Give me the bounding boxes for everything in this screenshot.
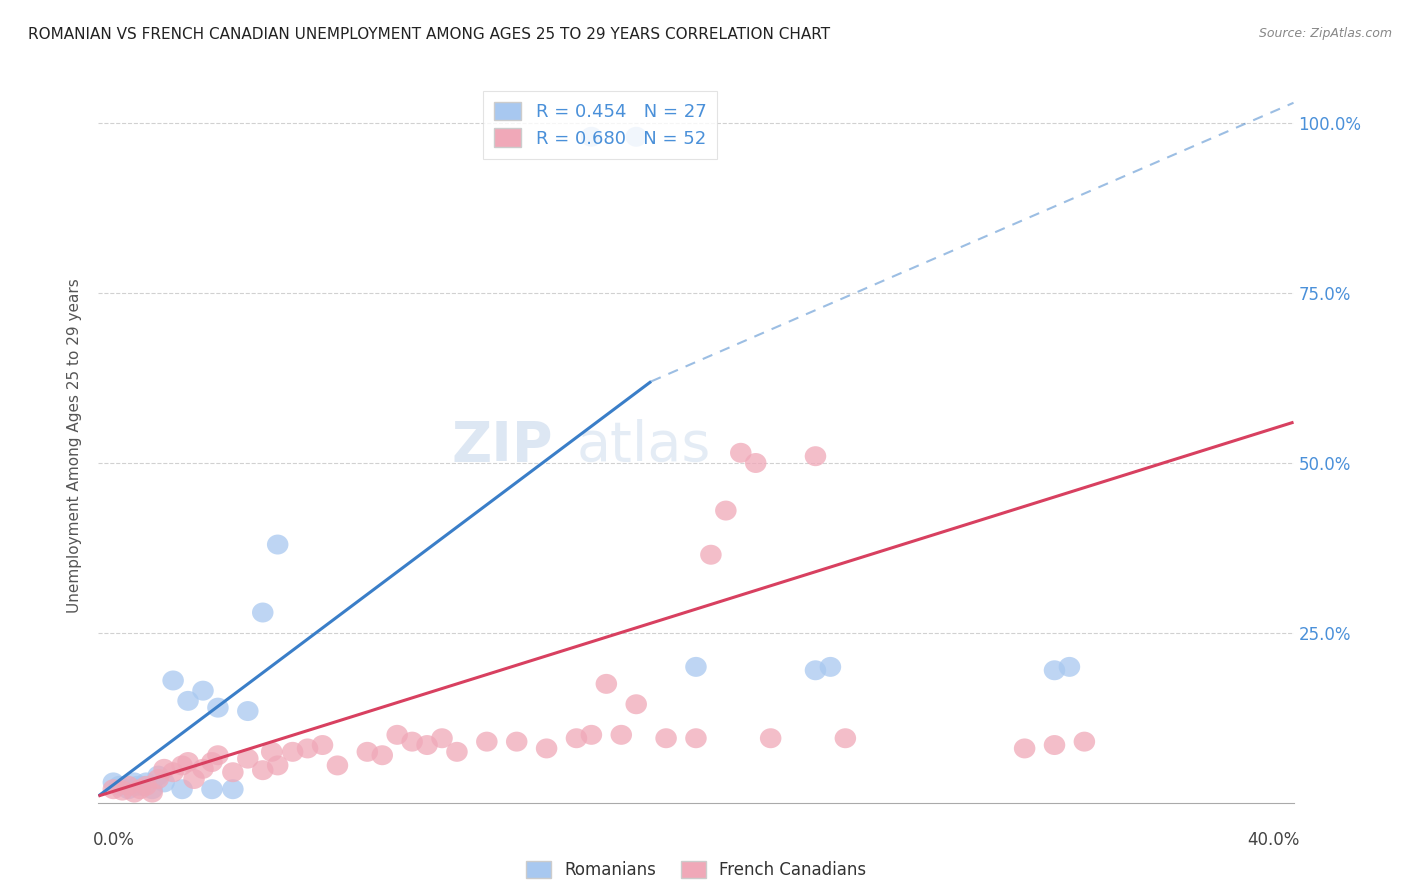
Text: atlas: atlas [576, 419, 711, 473]
Ellipse shape [142, 780, 163, 799]
Ellipse shape [172, 756, 193, 775]
Text: ZIP: ZIP [451, 419, 553, 473]
Text: Source: ZipAtlas.com: Source: ZipAtlas.com [1258, 27, 1392, 40]
Ellipse shape [201, 780, 222, 799]
Ellipse shape [804, 446, 827, 467]
Ellipse shape [193, 759, 214, 779]
Ellipse shape [626, 127, 647, 147]
Ellipse shape [804, 660, 827, 681]
Ellipse shape [357, 742, 378, 762]
Ellipse shape [626, 694, 647, 714]
Ellipse shape [118, 776, 139, 796]
Ellipse shape [820, 657, 841, 677]
Ellipse shape [153, 772, 174, 792]
Ellipse shape [416, 735, 437, 755]
Ellipse shape [281, 742, 304, 762]
Ellipse shape [477, 731, 498, 752]
Ellipse shape [1014, 739, 1035, 758]
Ellipse shape [135, 776, 157, 796]
Ellipse shape [596, 673, 617, 694]
Ellipse shape [252, 602, 274, 623]
Ellipse shape [207, 745, 229, 765]
Ellipse shape [730, 442, 752, 463]
Ellipse shape [252, 760, 274, 780]
Ellipse shape [745, 453, 766, 473]
Ellipse shape [536, 739, 557, 758]
Ellipse shape [103, 780, 124, 799]
Ellipse shape [297, 739, 318, 758]
Ellipse shape [127, 776, 148, 796]
Text: 0.0%: 0.0% [93, 831, 135, 849]
Ellipse shape [135, 772, 157, 792]
Ellipse shape [177, 752, 198, 772]
Ellipse shape [685, 657, 707, 677]
Ellipse shape [108, 776, 131, 796]
Ellipse shape [222, 780, 243, 799]
Ellipse shape [103, 772, 124, 792]
Ellipse shape [312, 735, 333, 755]
Ellipse shape [432, 728, 453, 748]
Ellipse shape [207, 698, 229, 718]
Ellipse shape [1059, 657, 1080, 677]
Ellipse shape [162, 763, 184, 782]
Ellipse shape [1043, 735, 1066, 755]
Ellipse shape [183, 769, 205, 789]
Ellipse shape [446, 742, 468, 762]
Ellipse shape [835, 728, 856, 748]
Ellipse shape [193, 681, 214, 700]
Ellipse shape [238, 748, 259, 769]
Ellipse shape [506, 731, 527, 752]
Ellipse shape [371, 745, 394, 765]
Ellipse shape [581, 725, 602, 745]
Ellipse shape [565, 728, 588, 748]
Ellipse shape [267, 756, 288, 775]
Ellipse shape [222, 763, 243, 782]
Ellipse shape [132, 776, 155, 796]
Ellipse shape [267, 534, 288, 555]
Legend: Romanians, French Canadians: Romanians, French Canadians [519, 854, 873, 886]
Ellipse shape [326, 756, 349, 775]
Ellipse shape [162, 671, 184, 690]
Ellipse shape [716, 500, 737, 521]
Ellipse shape [124, 772, 145, 792]
Ellipse shape [401, 731, 423, 752]
Text: ROMANIAN VS FRENCH CANADIAN UNEMPLOYMENT AMONG AGES 25 TO 29 YEARS CORRELATION C: ROMANIAN VS FRENCH CANADIAN UNEMPLOYMENT… [28, 27, 831, 42]
Ellipse shape [655, 728, 676, 748]
Ellipse shape [610, 725, 633, 745]
Ellipse shape [262, 742, 283, 762]
Ellipse shape [111, 780, 134, 800]
Ellipse shape [148, 769, 169, 789]
Ellipse shape [129, 780, 150, 799]
Ellipse shape [118, 780, 139, 799]
Ellipse shape [172, 780, 193, 799]
Y-axis label: Unemployment Among Ages 25 to 29 years: Unemployment Among Ages 25 to 29 years [67, 278, 83, 614]
Ellipse shape [201, 752, 222, 772]
Ellipse shape [759, 728, 782, 748]
Ellipse shape [581, 127, 602, 147]
Ellipse shape [387, 725, 408, 745]
Ellipse shape [1043, 660, 1066, 681]
Ellipse shape [124, 782, 145, 803]
Ellipse shape [685, 728, 707, 748]
Ellipse shape [142, 782, 163, 803]
Ellipse shape [700, 545, 721, 565]
Ellipse shape [238, 701, 259, 721]
Ellipse shape [1074, 731, 1095, 752]
Ellipse shape [177, 691, 198, 711]
Ellipse shape [153, 759, 174, 779]
Text: 40.0%: 40.0% [1247, 831, 1299, 849]
Ellipse shape [148, 765, 169, 786]
